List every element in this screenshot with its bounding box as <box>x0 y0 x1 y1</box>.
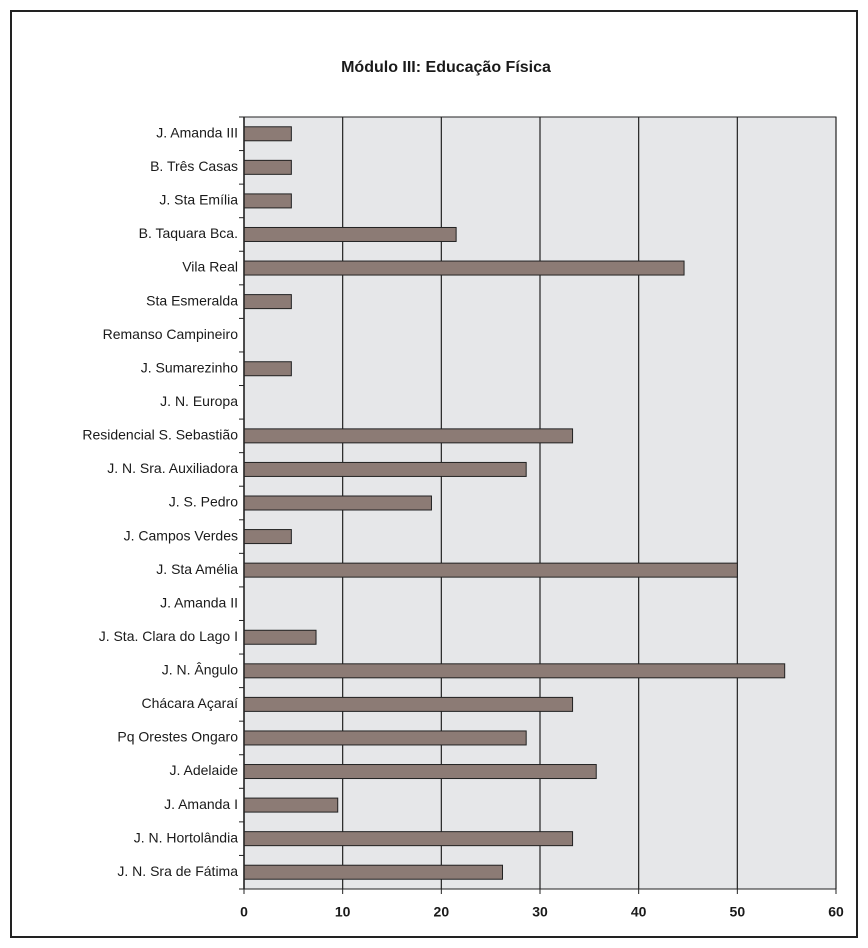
y-tick-label: J. Sta Emília <box>159 192 238 208</box>
bar <box>243 629 317 645</box>
y-tick-label: J. N. Europa <box>160 393 238 409</box>
y-tick-label: J. N. Hortolândia <box>134 829 238 845</box>
bar <box>243 730 527 746</box>
y-tick-label: B. Três Casas <box>150 158 238 174</box>
y-tick-label: J. S. Pedro <box>169 494 238 510</box>
y-tick-label: J. N. Ângulo <box>162 662 238 678</box>
bar <box>243 361 292 377</box>
bar <box>243 126 292 142</box>
bar <box>243 529 292 545</box>
y-tick-label: J. Amanda III <box>156 124 238 140</box>
bar <box>243 864 504 880</box>
y-tick-label: J. Amanda II <box>160 594 238 610</box>
bar <box>243 562 738 578</box>
bar <box>243 764 597 780</box>
x-tick-label: 20 <box>434 904 450 920</box>
bar <box>243 797 339 813</box>
x-tick-label: 60 <box>828 904 844 920</box>
x-tick-label: 30 <box>532 904 548 920</box>
x-tick-label: 50 <box>730 904 746 920</box>
bar <box>243 260 685 276</box>
y-tick-label: Residencial S. Sebastião <box>82 427 238 443</box>
y-tick-label: J. Amanda I <box>164 796 238 812</box>
bar <box>243 294 292 310</box>
y-tick-label: J. Campos Verdes <box>124 527 238 543</box>
x-tick-label: 0 <box>240 904 248 920</box>
bar <box>243 461 527 477</box>
bar <box>243 696 574 712</box>
bar <box>243 663 786 679</box>
bar <box>243 495 432 511</box>
bar <box>243 428 574 444</box>
y-tick-label: J. N. Sra. Auxiliadora <box>107 460 238 476</box>
chart-title: Módulo III: Educação Física <box>341 59 551 76</box>
y-tick-label: Vila Real <box>182 259 238 275</box>
y-tick-label: Sta Esmeralda <box>146 292 238 308</box>
bar <box>243 193 292 209</box>
y-tick-label: Pq Orestes Ongaro <box>117 729 238 745</box>
x-tick-label: 40 <box>631 904 647 920</box>
y-tick-label: B. Taquara Bca. <box>139 225 238 241</box>
bar <box>243 831 574 847</box>
y-tick-label: J. Sta Amélia <box>156 561 238 577</box>
y-tick-label: J. Sumarezinho <box>141 359 238 375</box>
y-tick-label: J. Sta. Clara do Lago I <box>99 628 238 644</box>
bar <box>243 159 292 175</box>
y-tick-label: Remanso Campineiro <box>103 326 239 342</box>
y-tick-label: J. Adelaide <box>170 762 239 778</box>
y-tick-label: Chácara Açaraí <box>142 695 239 711</box>
y-tick-label: J. N. Sra de Fátima <box>117 863 238 879</box>
bar <box>243 226 457 242</box>
x-tick-label: 10 <box>335 904 351 920</box>
